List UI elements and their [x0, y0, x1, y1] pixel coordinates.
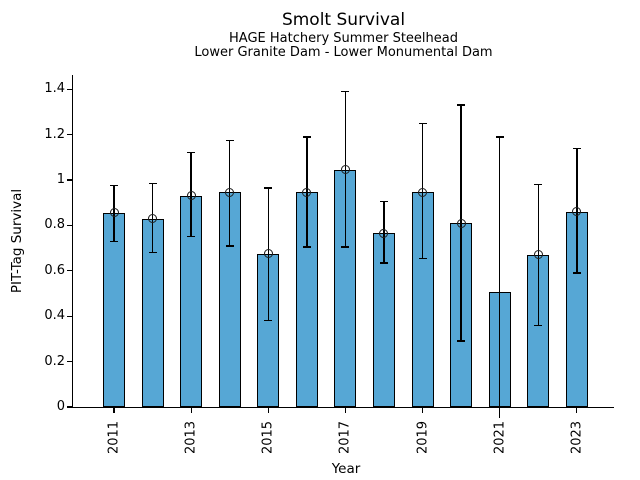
error-cap-bottom-2013: [187, 236, 196, 238]
y-tick-label: 1: [56, 172, 65, 187]
error-cap-bottom-2020: [457, 340, 466, 342]
point-marker-2022: [533, 250, 543, 260]
x-tick-label: 2023: [569, 420, 585, 455]
y-tick-label: 0.8: [44, 217, 65, 233]
chart-subtitle-reach: Lower Granite Dam - Lower Monumental Dam: [194, 45, 493, 60]
y-tick-mark: [67, 406, 72, 408]
error-cap-top-2017: [341, 90, 350, 93]
error-cap-top-2011: [110, 184, 118, 187]
point-marker-2019: [418, 187, 428, 197]
error-cap-top-2015: [264, 187, 273, 189]
y-tick-label: 0.4: [44, 308, 65, 324]
y-tick-mark: [67, 134, 72, 136]
error-cap-bottom-2017: [341, 246, 350, 248]
y-tick-label: 1.2: [44, 126, 65, 142]
error-cap-bottom-2023: [572, 272, 581, 274]
x-tick-label: 2015: [260, 420, 276, 455]
point-marker-2015: [263, 249, 273, 259]
y-tick-mark: [67, 270, 72, 272]
x-tick-mark: [190, 408, 192, 413]
point-marker-2020: [456, 218, 466, 228]
x-axis-spine: [71, 407, 614, 409]
y-tick-label: 1.4: [44, 81, 65, 97]
x-tick-label: 2019: [415, 420, 431, 455]
point-marker-2014: [225, 187, 235, 197]
point-marker-2013: [186, 191, 196, 201]
x-tick-label: 2021: [492, 420, 508, 455]
bar-2011: [103, 212, 125, 407]
x-tick-mark: [576, 408, 578, 413]
x-tick-label: 2011: [106, 420, 122, 455]
error-cap-bottom-2011: [110, 240, 118, 242]
y-tick-mark: [67, 361, 72, 363]
y-tick-label: 0.6: [44, 262, 65, 278]
point-marker-2011: [109, 208, 119, 218]
error-cap-top-2016: [302, 136, 311, 138]
x-tick-label: 2017: [337, 420, 353, 455]
error-bar-2021: [499, 136, 501, 418]
error-cap-top-2013: [187, 152, 196, 154]
x-tick-mark: [267, 408, 269, 413]
error-cap-top-2021: [495, 136, 504, 138]
x-tick-mark: [113, 408, 115, 413]
point-marker-2018: [379, 228, 389, 238]
chart-title: Smolt Survival: [281, 10, 406, 30]
error-cap-top-2020: [457, 104, 466, 106]
error-cap-bottom-2019: [418, 257, 427, 259]
error-cap-bottom-2014: [225, 245, 234, 247]
x-tick-mark: [421, 408, 424, 413]
point-marker-2023: [572, 207, 582, 217]
x-tick-label: 2013: [183, 420, 199, 455]
point-marker-2012: [148, 214, 158, 224]
error-cap-bottom-2022: [534, 324, 543, 326]
error-cap-bottom-2015: [264, 320, 273, 322]
y-tick-mark: [67, 179, 72, 181]
y-tick-mark: [67, 224, 72, 226]
y-axis-spine: [71, 75, 73, 408]
chart-subtitle-hatchery: HAGE Hatchery Summer Steelhead: [229, 31, 458, 46]
error-cap-top-2012: [148, 182, 157, 185]
error-cap-bottom-2016: [302, 246, 311, 248]
error-cap-top-2019: [418, 122, 427, 124]
error-cap-top-2014: [225, 139, 234, 141]
error-cap-top-2018: [379, 200, 388, 203]
x-tick-mark: [344, 408, 346, 413]
x-axis-title: Year: [331, 461, 361, 477]
y-tick-mark: [67, 315, 72, 317]
error-cap-top-2022: [534, 183, 543, 186]
point-marker-2016: [302, 187, 312, 197]
error-cap-top-2023: [572, 147, 581, 149]
x-tick-mark: [499, 408, 501, 413]
y-tick-label: 0: [56, 399, 65, 414]
y-tick-label: 0.2: [44, 353, 65, 369]
point-marker-2017: [340, 165, 350, 175]
error-cap-bottom-2018: [379, 262, 388, 264]
y-tick-mark: [67, 88, 72, 90]
error-cap-bottom-2012: [148, 251, 157, 254]
